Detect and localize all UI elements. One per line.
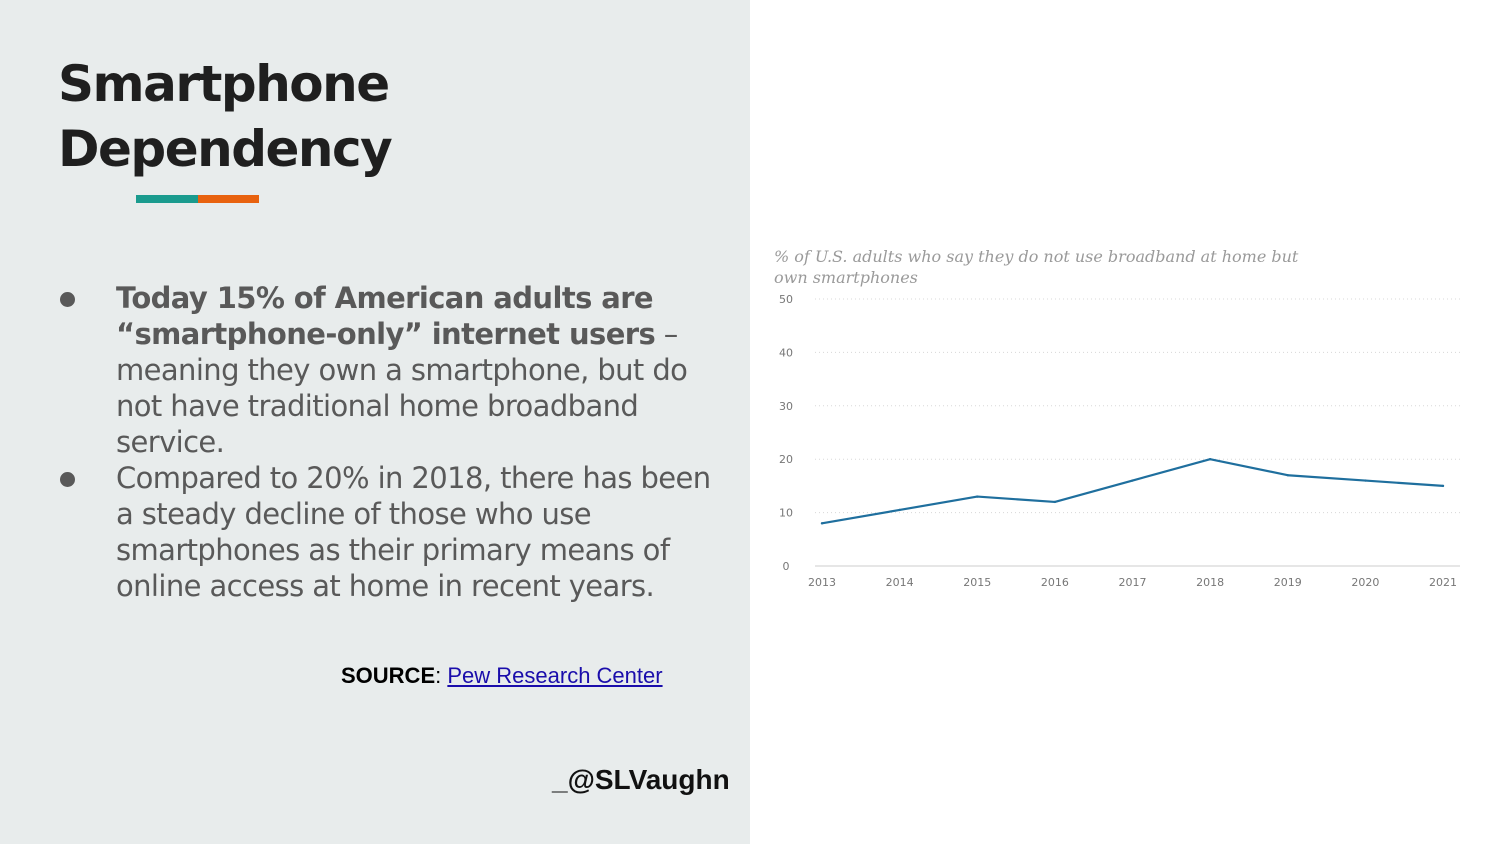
- data-point-2018: [1208, 458, 1212, 461]
- bullet-list: Today 15% of American adults are “smartp…: [58, 280, 718, 604]
- x-tick-label-2016: 2016: [1041, 576, 1069, 589]
- title-line-1: Smartphone: [58, 55, 390, 113]
- bullet-1-text: – meaning they own a smartphone, but do …: [116, 317, 688, 459]
- data-point-2013: [820, 522, 824, 525]
- left-panel: Smartphone Dependency Today 15% of Ameri…: [0, 0, 750, 844]
- source-label: SOURCE: [341, 663, 436, 688]
- line-chart: 0 10 20 30 40 50 2013 2014 2015 2016 2017 2018 2019…: [779, 293, 1460, 589]
- y-tick-label-10: 10: [779, 507, 793, 520]
- source-line: SOURCE: Pew Research Center: [341, 663, 663, 689]
- y-tick-label-20: 20: [779, 453, 793, 466]
- y-tick-labels: 0 10 20 30 40 50: [779, 293, 793, 573]
- x-tick-label-2013: 2013: [808, 576, 836, 589]
- bullet-dot-icon: [60, 292, 75, 307]
- x-tick-label-2021: 2021: [1429, 576, 1457, 589]
- author-handle: _@SLVaughn: [552, 764, 730, 795]
- x-tick-labels: 2013 2014 2015 2016 2017 2018 2019 2020 2021: [808, 576, 1457, 589]
- bullet-dot-icon: [60, 472, 75, 487]
- data-point-2021: [1441, 484, 1445, 488]
- accent-bar: [136, 195, 259, 203]
- accent-teal-segment: [136, 195, 198, 203]
- source-separator: :: [435, 663, 448, 688]
- data-point-2019: [1286, 474, 1289, 477]
- series-line-0: [820, 458, 1445, 525]
- bullet-1-bold: Today 15% of American adults are “smartp…: [116, 281, 656, 351]
- grid-lines: [815, 298, 1460, 567]
- bullet-item-1: Today 15% of American adults are “smartp…: [58, 280, 718, 460]
- y-tick-label-0: 0: [783, 560, 790, 573]
- x-tick-label-2020: 2020: [1351, 576, 1379, 589]
- slide-title: Smartphone Dependency: [58, 52, 393, 182]
- series-layer: [820, 458, 1445, 525]
- bullet-item-2: Compared to 20% in 2018, there has been …: [58, 460, 718, 604]
- chart-subtitle: % of U.S. adults who say they do not use…: [774, 247, 1299, 287]
- data-point-2017: [1131, 479, 1134, 482]
- accent-orange-segment: [198, 195, 259, 203]
- y-tick-label-50: 50: [779, 293, 793, 306]
- y-tick-label-40: 40: [779, 346, 793, 359]
- x-tick-label-2018: 2018: [1196, 576, 1224, 589]
- x-tick-label-2015: 2015: [963, 576, 991, 589]
- bullet-2-text: Compared to 20% in 2018, there has been …: [116, 461, 711, 603]
- source-link[interactable]: Pew Research Center: [447, 663, 663, 688]
- data-point-2020: [1364, 479, 1367, 482]
- x-tick-label-2019: 2019: [1274, 576, 1302, 589]
- x-tick-label-2017: 2017: [1119, 576, 1147, 589]
- data-point-2016: [1053, 500, 1057, 504]
- data-point-2015: [976, 495, 979, 498]
- data-point-2014: [898, 508, 901, 512]
- y-tick-label-30: 30: [779, 400, 793, 413]
- title-line-2: Dependency: [58, 120, 393, 178]
- x-tick-label-2014: 2014: [886, 576, 914, 589]
